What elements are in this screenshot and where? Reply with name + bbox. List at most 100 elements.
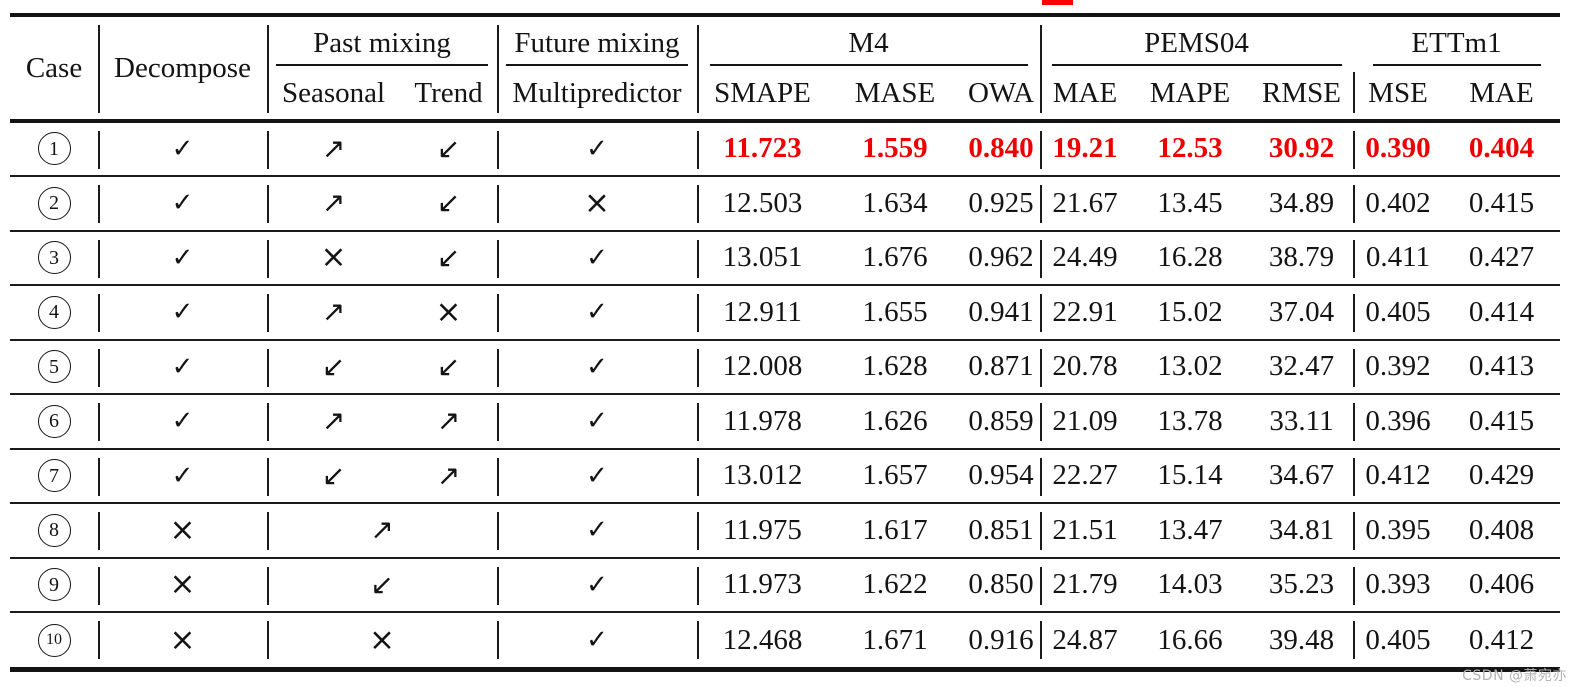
header-mape: MAPE [1149, 77, 1231, 109]
column-divider [1353, 239, 1355, 278]
metric-value: 0.429 [1468, 459, 1535, 492]
decompose-cell: ✓ [98, 136, 267, 162]
column-divider [497, 457, 499, 496]
column-divider [267, 512, 269, 550]
metric-value: 14.03 [1157, 568, 1223, 601]
check-icon: ✓ [171, 297, 194, 328]
check-icon: ✓ [586, 351, 608, 382]
metric-value: 22.91 [1052, 295, 1118, 328]
cross-icon: × [169, 511, 196, 548]
column-divider [267, 185, 269, 223]
table-row: 2 ✓ ↗ ↙ × 12.503 1.634 0.925 21.67 13.45 34.89 0.40… [10, 177, 1560, 232]
future-mixing-label: Future mixing [514, 27, 680, 59]
column-divider [1353, 72, 1355, 113]
table-body: 1 ✓ ↗ ↙ ✓ 11.723 1.559 0.840 19.21 12.53 30.92 0.39… [10, 123, 1560, 668]
metric-value: 0.941 [968, 295, 1034, 328]
metric-value: 0.408 [1468, 513, 1535, 546]
column-divider [697, 348, 699, 387]
metric-value: 0.414 [1468, 295, 1535, 328]
header-multipredictor: Multipredictor [512, 77, 682, 109]
column-divider [1040, 25, 1042, 113]
case-number: 7 [37, 459, 71, 493]
case-cell: 5 [10, 350, 98, 384]
column-divider [267, 457, 269, 496]
table-bottom-rule [10, 667, 1560, 672]
multipredictor-cell: ✓ [497, 463, 697, 489]
column-divider [1040, 185, 1042, 223]
column-divider [1040, 512, 1042, 550]
decompose-cell: × [98, 511, 267, 548]
table-row: 6 ✓ ↗ ↗ ✓ 11.978 1.626 0.859 21.09 13.78 33.11 0.39… [10, 395, 1560, 450]
metric-value: 11.723 [723, 132, 802, 165]
seasonal-cell: ↗ [267, 134, 400, 163]
column-divider [98, 457, 100, 496]
trend-cell: ↙ [400, 243, 497, 272]
column-divider [497, 621, 499, 659]
arrow-down-left-icon: ↙ [436, 131, 461, 165]
metric-value: 21.51 [1052, 513, 1118, 546]
case-number: 8 [37, 513, 71, 547]
metric-value: 0.412 [1365, 459, 1431, 492]
trend-cell: ↙ [400, 189, 497, 217]
metric-value: 1.671 [862, 623, 928, 656]
column-divider [98, 294, 100, 332]
column-divider [1040, 403, 1042, 441]
header-mase: MASE [854, 77, 936, 109]
metric-value: 1.559 [862, 132, 928, 165]
metric-value: 0.851 [968, 513, 1034, 546]
arrow-down-left-icon: ↙ [321, 349, 346, 383]
cross-icon: × [169, 566, 196, 603]
table-row: 10 × × ✓ 12.468 1.671 0.916 24.87 16.66 39.48 0.40… [10, 613, 1560, 668]
column-divider [1353, 403, 1355, 441]
column-divider [267, 621, 269, 659]
header-trend: Trend [414, 77, 483, 109]
column-divider [1353, 621, 1355, 659]
past-mixing-cell: ↙ [267, 570, 497, 599]
trend-cell: ↙ [400, 352, 497, 381]
metric-value: 19.21 [1052, 132, 1118, 165]
metric-value: 15.14 [1157, 459, 1223, 492]
trend-cell: × [400, 296, 497, 328]
column-divider [497, 512, 499, 550]
header-owa: OWA [967, 77, 1035, 109]
case-cell: 7 [10, 459, 98, 493]
metric-value: 0.840 [968, 132, 1034, 165]
column-divider [98, 239, 100, 278]
check-icon: ✓ [171, 188, 194, 219]
column-divider [497, 294, 499, 332]
seasonal-cell: ↗ [267, 407, 400, 435]
metric-value: 13.02 [1157, 350, 1223, 383]
column-divider [98, 621, 100, 659]
table-row: 4 ✓ ↗ × ✓ 12.911 1.655 0.941 22.91 15.02 37.04 0.40… [10, 286, 1560, 341]
metric-value: 12.503 [722, 186, 803, 219]
metric-value: 0.404 [1468, 132, 1535, 165]
metric-value: 24.87 [1052, 623, 1118, 656]
case-number: 4 [37, 295, 71, 329]
decompose-cell: ✓ [98, 190, 267, 216]
column-divider [1040, 621, 1042, 659]
metric-value: 21.09 [1052, 404, 1118, 437]
metric-value: 12.468 [722, 623, 803, 656]
metric-value: 34.67 [1268, 459, 1335, 492]
metric-value: 38.79 [1268, 241, 1335, 274]
pems04-label: PEMS04 [1144, 27, 1249, 59]
metric-value: 1.655 [862, 295, 928, 328]
header-case: Case [25, 51, 83, 84]
metric-value: 0.393 [1365, 568, 1431, 601]
metric-value: 0.392 [1365, 350, 1431, 383]
header-decompose: Decompose [114, 51, 251, 84]
arrow-up-right-icon: ↗ [321, 295, 346, 329]
multipredictor-cell: ✓ [497, 572, 697, 598]
check-icon: ✓ [586, 515, 608, 546]
column-divider [697, 457, 699, 496]
metric-value: 1.628 [862, 350, 928, 383]
case-number: 5 [37, 350, 71, 384]
header-group-m4: M4 [697, 17, 1040, 68]
case-number: 3 [37, 241, 71, 275]
column-divider [697, 566, 699, 605]
metric-value: 0.954 [968, 459, 1034, 492]
decompose-cell: × [98, 624, 267, 656]
table-row: 9 × ↙ ✓ 11.973 1.622 0.850 21.79 14.03 35.23 0.393… [10, 559, 1560, 613]
metric-value: 0.405 [1365, 295, 1431, 328]
header-rmse: RMSE [1262, 77, 1341, 109]
